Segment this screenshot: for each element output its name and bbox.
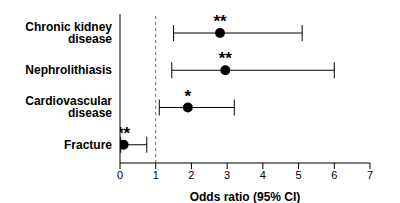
svg-text:Chronic kidneydisease: Chronic kidneydisease [25,20,112,46]
svg-text:5: 5 [296,169,302,181]
svg-text:0: 0 [117,169,123,181]
svg-text:Fracture: Fracture [64,138,112,152]
svg-text:Odds ratio (95% CI): Odds ratio (95% CI) [190,190,301,203]
svg-text:**: ** [219,49,233,68]
svg-text:7: 7 [367,169,373,181]
svg-text:1: 1 [153,169,159,181]
svg-text:**: ** [120,124,131,143]
svg-text:3: 3 [224,169,230,181]
svg-text:*: * [185,87,192,106]
svg-text:4: 4 [260,169,266,181]
svg-text:6: 6 [331,169,337,181]
svg-text:**: ** [213,12,227,31]
svg-text:2: 2 [188,169,194,181]
svg-text:Nephrolithiasis: Nephrolithiasis [25,63,112,77]
svg-text:Cardiovasculardisease: Cardiovasculardisease [25,94,112,120]
